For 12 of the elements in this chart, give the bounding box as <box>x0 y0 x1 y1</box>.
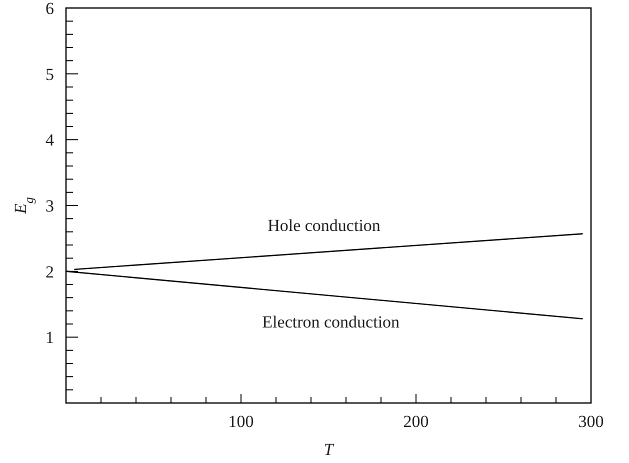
y-tick-label: 2 <box>46 262 54 282</box>
y-tick-label: 3 <box>46 196 54 216</box>
x-axis-title: T <box>324 440 335 459</box>
x-tick-label: 100 <box>228 412 254 431</box>
series-label: Hole conduction <box>268 216 381 235</box>
y-tick-label: 5 <box>46 64 54 84</box>
y-tick-label: 4 <box>46 130 54 150</box>
series-label: Electron conduction <box>262 312 400 332</box>
x-tick-label: 300 <box>578 412 604 431</box>
y-tick-label: 1 <box>46 328 54 348</box>
y-tick-label: 6 <box>46 0 54 18</box>
x-tick-label: 200 <box>403 412 429 431</box>
